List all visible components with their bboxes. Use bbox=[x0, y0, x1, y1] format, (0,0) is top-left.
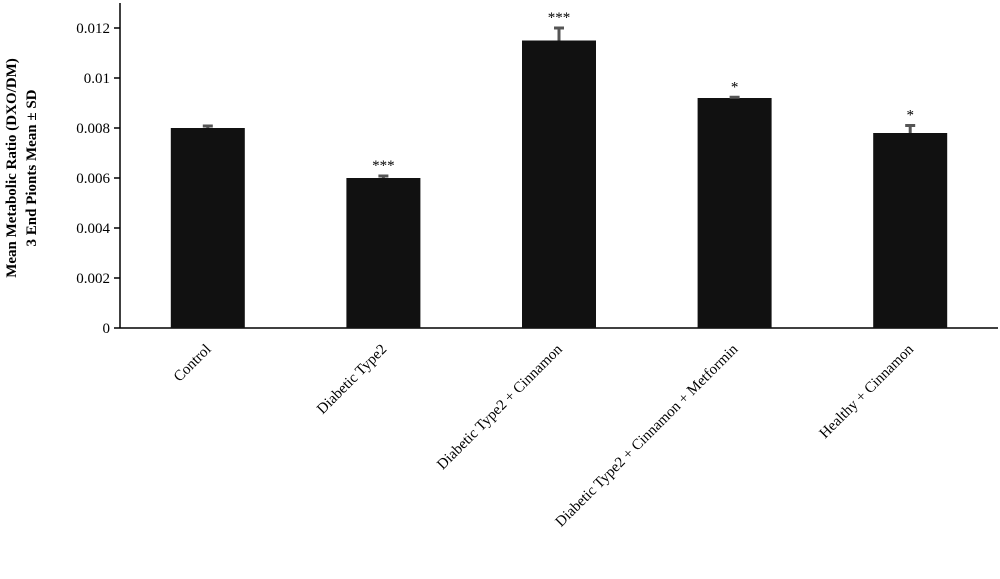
y-tick-label: 0.002 bbox=[76, 271, 110, 287]
error-bar bbox=[729, 95, 740, 99]
y-tick-label: 0.006 bbox=[76, 171, 110, 187]
x-tick-label: Diabetic Type2 + Cinnamon bbox=[434, 341, 566, 473]
x-tick-label: Control bbox=[171, 342, 215, 386]
y-axis-label: 3 End Pionts Mean ± SD bbox=[24, 89, 40, 246]
significance-label: * bbox=[731, 79, 739, 95]
significance-label: * bbox=[906, 108, 914, 124]
bar bbox=[346, 178, 421, 328]
bar bbox=[873, 133, 948, 328]
bar bbox=[522, 40, 596, 328]
y-tick-label: 0.012 bbox=[76, 21, 110, 37]
error-bar bbox=[905, 124, 916, 133]
y-tick-label: 0.004 bbox=[76, 221, 110, 237]
x-tick-label: Healthy + Cinnamon bbox=[817, 341, 918, 442]
y-tick-label: 0.008 bbox=[76, 121, 110, 137]
y-tick-label: 0.01 bbox=[84, 71, 110, 87]
x-tick-label: Diabetic Type2 bbox=[314, 342, 390, 418]
bar bbox=[170, 128, 245, 328]
error-bar bbox=[554, 26, 564, 41]
error-bar bbox=[202, 124, 213, 128]
bar bbox=[697, 98, 772, 328]
error-bar bbox=[378, 174, 389, 178]
significance-label: *** bbox=[548, 10, 571, 26]
y-tick-label: 0 bbox=[103, 321, 111, 337]
significance-label: *** bbox=[372, 158, 395, 174]
y-axis-label: Mean Metabolic Ratio (DXO/DM) bbox=[4, 58, 20, 278]
x-tick-label: Diabetic Type2 + Cinnamon + Metformin bbox=[553, 341, 742, 530]
